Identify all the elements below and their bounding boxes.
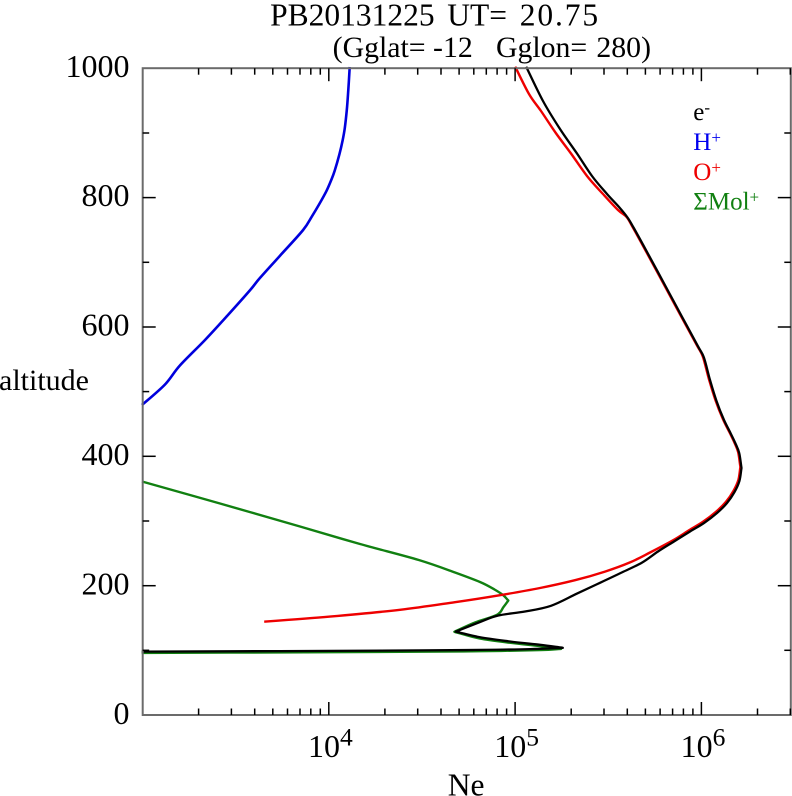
svg-text:104: 104 (308, 723, 353, 765)
svg-text:Gglon=: Gglon= (496, 31, 587, 64)
svg-text:106: 106 (681, 723, 726, 765)
svg-text:800: 800 (82, 177, 130, 213)
svg-text:200: 200 (82, 566, 130, 602)
svg-text:PB20131225: PB20131225 (270, 0, 435, 33)
svg-text:600: 600 (82, 307, 130, 343)
svg-text:0: 0 (114, 695, 130, 731)
svg-text:UT=: UT= (447, 0, 507, 33)
svg-text:400: 400 (82, 436, 130, 472)
svg-text:altitude: altitude (0, 364, 89, 397)
svg-text:ΣMol+: ΣMol+ (693, 188, 759, 216)
svg-text:20.75: 20.75 (520, 0, 600, 33)
svg-text:280): 280) (596, 31, 651, 64)
svg-text:Ne: Ne (448, 768, 485, 796)
svg-text:1000: 1000 (66, 48, 130, 84)
svg-text:(Gglat= -12: (Gglat= -12 (333, 31, 473, 64)
